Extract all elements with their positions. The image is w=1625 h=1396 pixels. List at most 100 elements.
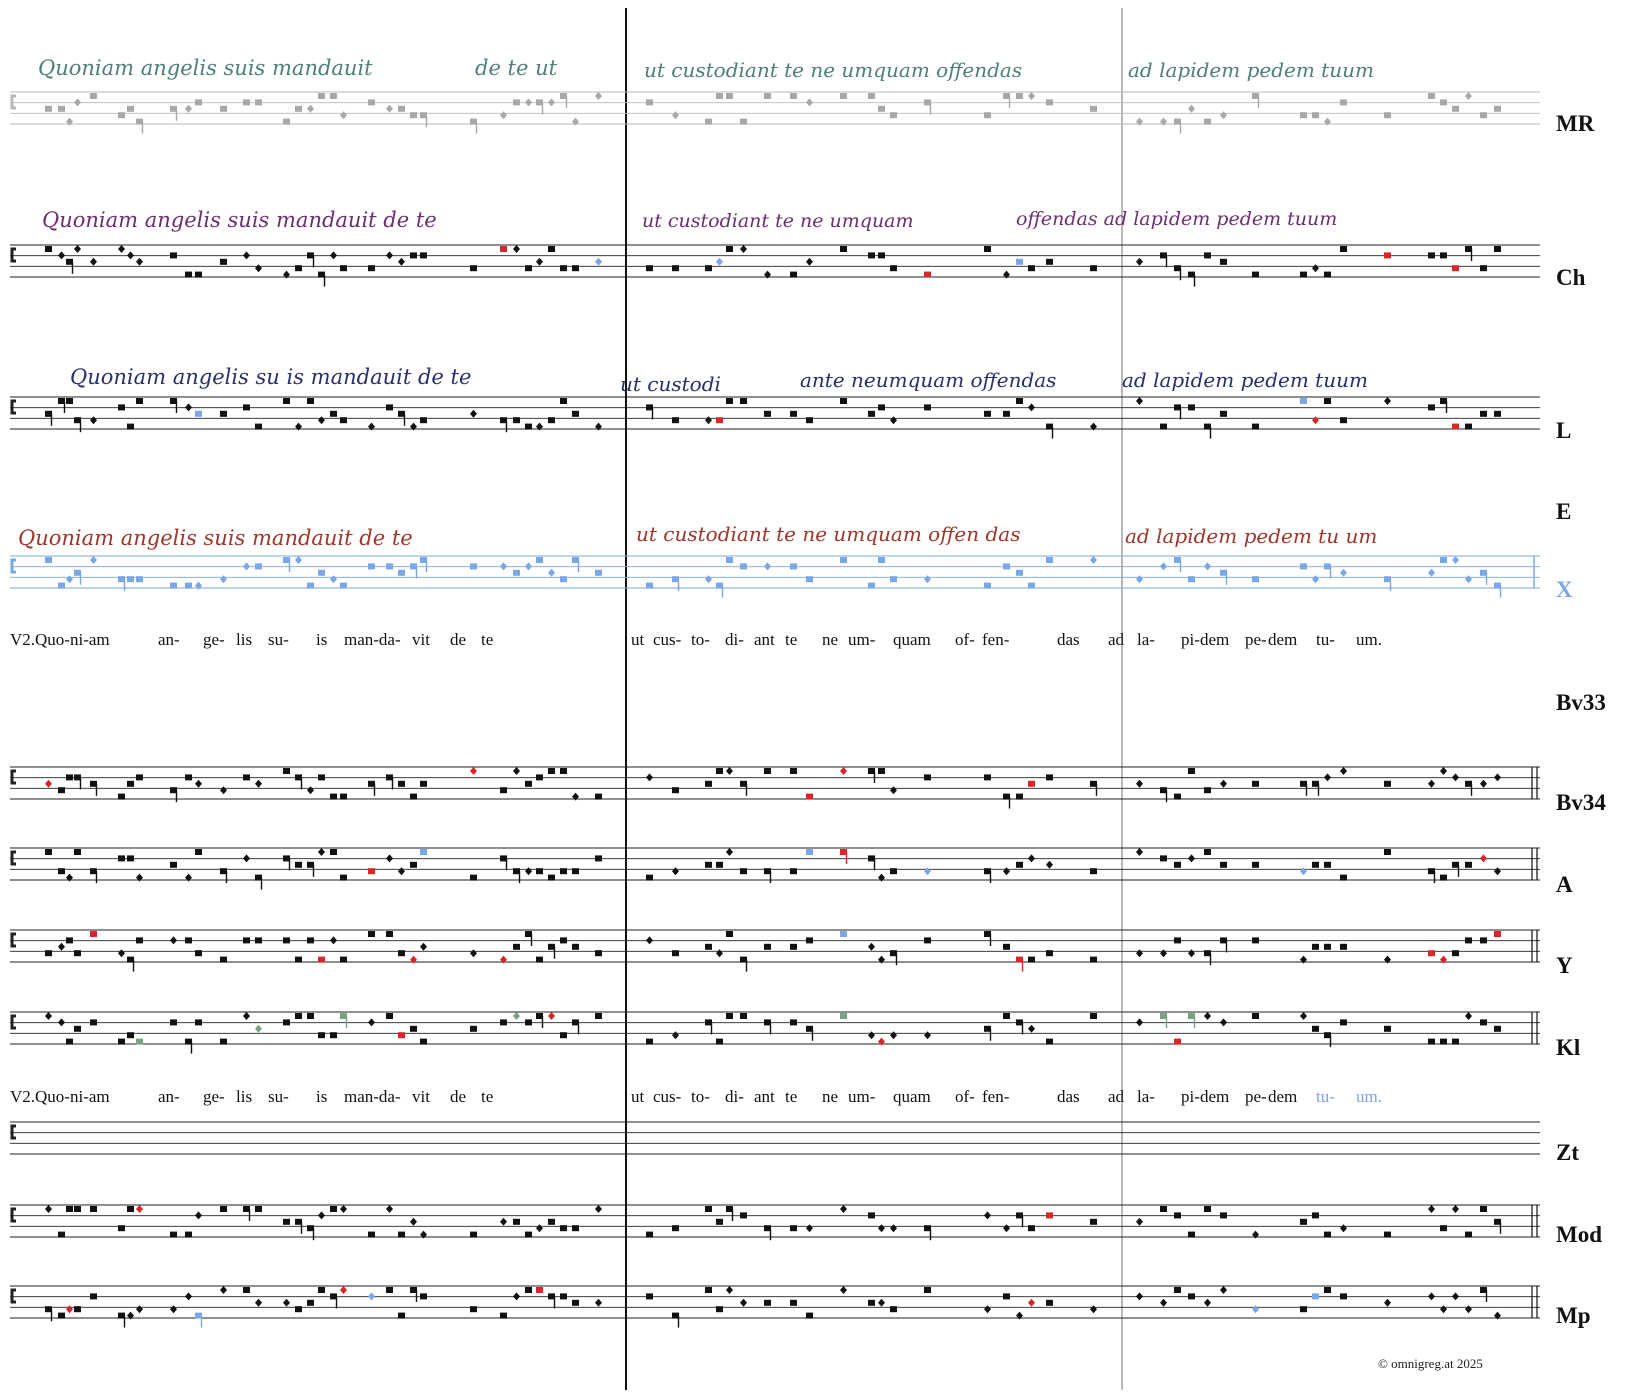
neume-rhombus [45,1012,52,1020]
neume-rhombus [243,562,250,571]
neume-virga-head [1204,950,1211,957]
neume-punctum [1046,1212,1053,1219]
lyric-syllable: cus- [653,1087,682,1106]
neume-rhombus [295,422,302,431]
neume-rhombus [1312,416,1319,425]
neume-punctum [195,99,202,106]
neume-punctum [295,956,302,963]
neume-punctum [500,246,507,252]
neume-rhombus [255,1024,262,1033]
neume-rhombus [595,1298,602,1307]
lyric-syllable: an- [158,630,180,649]
neume-rhombus [1028,1024,1035,1033]
neume-virga-head [525,931,532,937]
neume-punctum [740,868,747,875]
lyric-syllable: di- [725,630,744,649]
neume-punctum [560,1293,567,1300]
neume-rhombus [45,779,52,788]
neume-punctum [1090,868,1097,875]
ms-text-e-3: ut custodiant te ne umquam offen das [636,522,1021,546]
neume-rhombus [340,1205,347,1213]
lyric-syllable: quam [893,1087,931,1106]
neume-punctum [646,874,653,881]
ms-text-l-2: ut custodi [620,372,721,396]
neume-punctum [716,1218,723,1225]
neume-rhombus [58,1018,65,1027]
neume-rhombus [1136,1018,1143,1027]
neume-rhombus [220,786,227,795]
neume-punctum [1480,410,1487,417]
neume-virga-head [1160,252,1167,259]
neume-virga-head [560,93,567,99]
neume-punctum [410,793,417,800]
neume-punctum [672,1225,679,1232]
neume-rhombus [1300,955,1307,964]
neume-punctum [283,768,290,774]
lyric-syllable: pi- [1181,1087,1200,1106]
neume-punctum [1220,861,1227,868]
neume-rhombus [705,416,712,425]
neume-rhombus [1188,949,1195,958]
neume-punctum [420,849,427,855]
clef-c [10,247,16,263]
neume-punctum [806,1312,813,1319]
neume-rhombus [840,1286,847,1294]
clef-c [10,850,16,866]
neume-punctum [195,271,202,278]
neume-rhombus [1452,773,1459,782]
neume-punctum [868,1299,875,1306]
neume-rhombus [1312,264,1319,273]
neume-virga-head [410,563,417,570]
neume-punctum [868,252,875,259]
neume-punctum [1090,1013,1097,1019]
neume-punctum [560,768,567,774]
neume-punctum [1188,576,1195,583]
neume-punctum [58,1312,65,1319]
staff-label-kl: Kl [1556,1035,1581,1060]
neume-virga-head [984,1025,991,1032]
neume-punctum [45,849,52,855]
neume-virga-head [170,787,177,794]
neume-punctum [740,1013,747,1019]
neume-virga-head [170,398,177,404]
neume-virga-head [1204,423,1211,430]
neume-rhombus [410,1217,417,1226]
neume-punctum [868,93,875,99]
neume-punctum [1494,410,1501,417]
neume-rhombus [1016,1311,1023,1320]
neume-punctum [548,417,555,424]
neume-punctum [45,105,52,112]
neume-rhombus [595,257,602,266]
neume-virga-head [1324,563,1331,570]
staff-label-mod: Mod [1556,1222,1602,1247]
neume-rhombus [1384,955,1391,964]
neume-rhombus [340,1286,347,1294]
neume-punctum [878,768,885,774]
neume-punctum [1204,849,1211,855]
lyric-syllable: te [481,630,494,649]
neume-virga-head [66,258,73,265]
neume-rhombus [548,98,555,107]
neume-rhombus [195,779,202,788]
neume-rhombus [136,1205,143,1213]
neume-virga-head [1494,1218,1501,1225]
neume-rhombus [890,786,897,795]
neume-rhombus [470,949,477,958]
neume-punctum [560,937,567,944]
neume-rhombus [646,936,653,945]
neume-punctum [890,112,897,119]
neume-rhombus [1252,1305,1259,1314]
neume-punctum [572,868,579,875]
neume-virga-head [1016,956,1023,963]
neume-rhombus [185,104,192,113]
neume-punctum [1090,105,1097,112]
neume-virga-head [536,99,543,106]
neume-punctum [1312,943,1319,950]
neume-rhombus [1204,562,1211,571]
neume-rhombus [398,867,405,876]
ms-text-l-4: ad lapidem pedem tuum [1122,368,1368,392]
neume-punctum [1324,398,1331,404]
neume-virga-head [764,1019,771,1026]
neume-punctum [318,774,325,781]
